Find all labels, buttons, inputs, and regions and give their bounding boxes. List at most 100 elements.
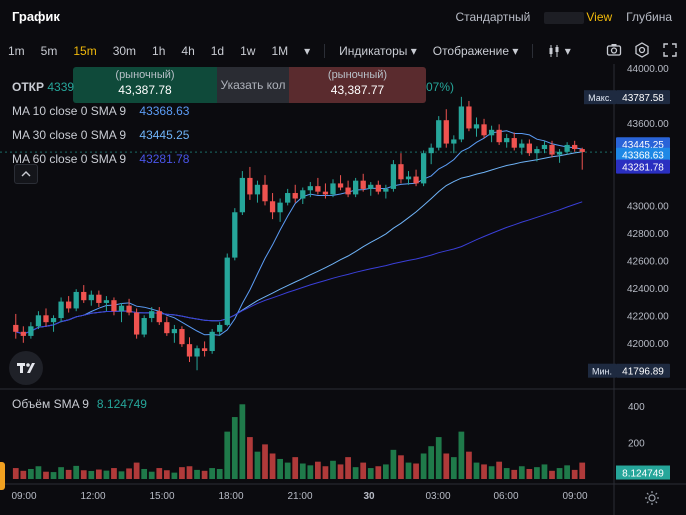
time-axis-settings-icon[interactable]	[644, 490, 660, 506]
volume-bar	[428, 446, 435, 479]
timeframe-1M[interactable]: 1M	[271, 44, 289, 58]
blurred-text	[544, 11, 585, 24]
page-title: График	[12, 9, 60, 24]
volume-bar	[322, 466, 329, 479]
indicators-dropdown[interactable]: Индикаторы ▾	[339, 44, 417, 58]
buy-market-button[interactable]: (рыночный) 43,387.78	[73, 67, 217, 103]
tab-view[interactable]: View	[544, 10, 612, 24]
volume-bar	[269, 453, 276, 479]
candle-body	[405, 176, 412, 180]
candle-body	[186, 344, 193, 357]
tab-standard[interactable]: Стандартный	[455, 10, 531, 24]
volume-bar	[179, 467, 185, 479]
volume-bars	[12, 404, 586, 479]
volume-bar	[58, 467, 64, 479]
timeframe-15m[interactable]: 15m	[73, 44, 97, 58]
chart-type-dropdown[interactable]: ▾	[539, 44, 578, 59]
candle-body	[171, 329, 178, 334]
candle-body	[451, 139, 457, 144]
timeframe-1h[interactable]: 1h	[152, 44, 166, 58]
volume-bar	[315, 461, 321, 479]
ma10-line	[15, 130, 583, 336]
candle-body	[541, 144, 548, 150]
candle-body	[43, 315, 49, 323]
min-price-badge-bg	[616, 363, 670, 378]
quick-trade-panel: (рыночный) 43,387.78 Указать кол (рыночн…	[73, 67, 426, 103]
candle-body	[201, 348, 208, 352]
toolbar-icons	[606, 42, 678, 58]
display-dropdown[interactable]: Отображение ▾	[432, 44, 519, 58]
chart-legend: ОТКР 4339 07%) MA 10 close 0 SMA 9 43368…	[12, 75, 454, 171]
candle-body	[217, 324, 223, 332]
volume-bar	[50, 472, 57, 479]
candle-body	[194, 348, 200, 357]
volume-bar	[345, 457, 351, 479]
volume-tick-label: 400	[628, 402, 645, 413]
timeframe-more-dropdown[interactable]: ▾	[304, 44, 311, 58]
candle-body	[164, 322, 170, 334]
tradingview-logo[interactable]	[9, 351, 43, 385]
candle-body	[436, 120, 442, 148]
min-price-badge: 41796.89	[622, 367, 664, 378]
ma60-legend[interactable]: MA 60 close 0 SMA 9 43281.78	[12, 147, 189, 171]
view-tabs: Стандартный View Глубина	[455, 10, 672, 24]
timeframe-1w[interactable]: 1w	[240, 44, 256, 58]
volume-badge-bg	[616, 465, 670, 480]
time-tick-label: 18:00	[218, 491, 243, 502]
candle-body	[375, 184, 381, 192]
candle-body	[103, 300, 110, 303]
volume-bar	[73, 465, 80, 479]
sell-market-button[interactable]: (рыночный) 43,387.77	[289, 67, 426, 103]
volume-bar	[118, 471, 125, 479]
volume-bar	[443, 453, 450, 479]
tab-depth[interactable]: Глубина	[626, 10, 672, 24]
candle-body	[360, 180, 366, 189]
timeframe-4h[interactable]: 4h	[181, 44, 195, 58]
timeframe-5m[interactable]: 5m	[40, 44, 58, 58]
candle-body	[179, 329, 185, 345]
candle-body	[413, 176, 419, 184]
volume-bar	[458, 431, 465, 479]
volume-bar	[307, 465, 314, 479]
timeframe-1m[interactable]: 1m	[8, 44, 25, 58]
ma30-legend[interactable]: MA 30 close 0 SMA 9 43445.25	[12, 123, 189, 147]
timeframe-30m[interactable]: 30m	[112, 44, 137, 58]
volume-badge: 8.124749	[622, 469, 664, 480]
time-tick-label: 30	[363, 491, 375, 502]
candle-body	[368, 184, 374, 189]
chart-toolbar: 1m 5m 15m 30m 1h 4h 1d 1w 1M ▾ Индикатор…	[0, 38, 686, 64]
volume-bar	[337, 464, 344, 479]
volume-bar	[375, 466, 382, 479]
side-panel-tab[interactable]	[0, 462, 5, 490]
min-label: Мин.	[592, 367, 612, 377]
candle-body	[579, 149, 585, 153]
volume-bar	[201, 470, 208, 479]
candle-body	[496, 129, 502, 143]
settings-icon[interactable]	[634, 42, 650, 58]
candle-body	[526, 143, 532, 154]
max-label-bg	[584, 90, 616, 105]
volume-bar	[247, 437, 253, 479]
toolbar-divider-2	[532, 44, 534, 58]
candle-body	[247, 177, 253, 195]
ma-price-badge-bg	[616, 137, 670, 152]
ma30-value: 43445.25	[139, 128, 190, 142]
volume-bar	[299, 463, 306, 479]
candle-body	[315, 186, 321, 192]
candle-body	[458, 106, 465, 140]
min-label-bg	[588, 363, 616, 378]
price-chart[interactable]: 44000.0043600.0043400.0043000.0042800.00…	[0, 64, 686, 515]
fullscreen-icon[interactable]	[662, 42, 678, 58]
volume-legend-label: Объём SMA 9	[12, 397, 89, 411]
collapse-legend-button[interactable]	[14, 164, 38, 184]
volume-bar	[262, 444, 268, 479]
time-tick-label: 15:00	[149, 491, 174, 502]
camera-icon[interactable]	[606, 42, 622, 58]
quantity-input[interactable]: Указать кол	[217, 67, 289, 103]
candle-body	[133, 312, 140, 335]
ma10-legend[interactable]: MA 10 close 0 SMA 9 43368.63	[12, 99, 189, 123]
candle-body	[300, 190, 306, 199]
candle-body	[488, 129, 495, 136]
volume-bar	[239, 404, 246, 479]
timeframe-1d[interactable]: 1d	[210, 44, 225, 58]
